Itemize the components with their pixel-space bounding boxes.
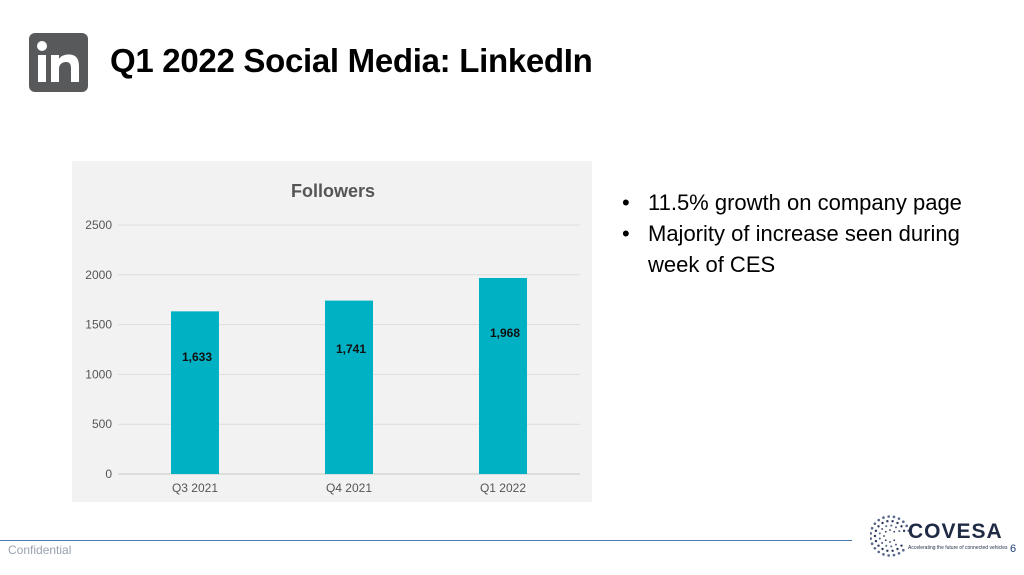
x-tick-label: Q4 2021: [326, 481, 372, 495]
brand-tagline: Accelerating the future of connected veh…: [908, 545, 1008, 551]
data-label: 1,741: [336, 342, 366, 356]
x-tick-label: Q1 2022: [480, 481, 526, 495]
bullet-item: • 11.5% growth on company page: [620, 187, 1010, 218]
y-tick-label: 500: [92, 417, 112, 431]
footer-divider: [0, 540, 852, 541]
brand-name: COVESA: [908, 520, 1003, 543]
footer-confidential: Confidential: [8, 543, 72, 557]
bullet-list: • 11.5% growth on company page • Majorit…: [620, 187, 1010, 280]
y-tick-label: 0: [105, 467, 112, 481]
bar: [171, 311, 219, 474]
x-tick-label: Q3 2021: [172, 481, 218, 495]
y-tick-label: 2000: [85, 268, 112, 282]
bar: [325, 300, 373, 474]
bullet-item: • Majority of increase seen during week …: [620, 218, 1010, 280]
y-tick-label: 1000: [85, 367, 112, 381]
data-label: 1,968: [490, 326, 520, 340]
linkedin-icon: [29, 33, 88, 92]
y-tick-label: 1500: [85, 318, 112, 332]
bullet-dot-icon: •: [622, 190, 630, 215]
bullet-text: 11.5% growth on company page: [648, 190, 962, 215]
slide-title: Q1 2022 Social Media: LinkedIn: [110, 42, 593, 79]
bar: [479, 277, 527, 474]
covesa-logo-icon: [870, 515, 911, 557]
data-label: 1,633: [182, 350, 212, 364]
y-tick-label: 2500: [85, 218, 112, 232]
bullet-dot-icon: •: [622, 221, 630, 246]
followers-chart: Followers 0 500 1000 1500 2000 2500 1,633 Q3 202…: [72, 161, 592, 502]
page-number: 6: [1010, 543, 1017, 555]
chart-title: Followers: [291, 181, 375, 201]
bullet-text: Majority of increase seen during week of…: [648, 221, 960, 277]
